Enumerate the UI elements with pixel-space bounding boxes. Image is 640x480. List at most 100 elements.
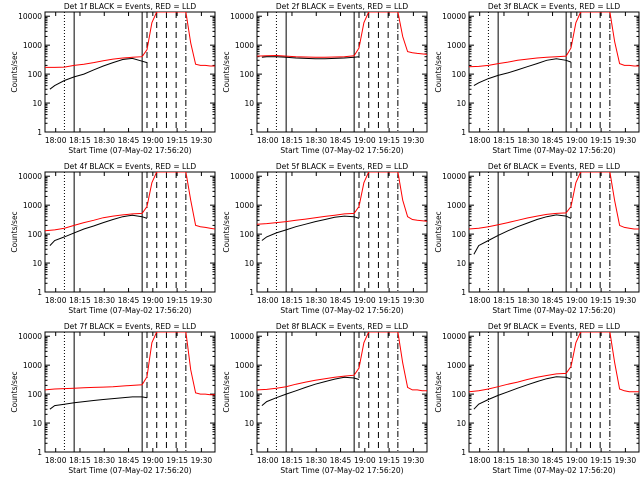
x-tick-label: 19:00 xyxy=(142,456,164,465)
y-tick-label: 1 xyxy=(249,128,254,137)
x-tick-label: 19:15 xyxy=(590,296,612,305)
panel-frame xyxy=(44,331,216,453)
y-axis-label: Counts/sec xyxy=(434,51,443,92)
x-tick-label: 18:15 xyxy=(281,296,303,305)
y-tick-label: 100 xyxy=(240,70,255,79)
x-tick-label: 19:30 xyxy=(403,456,425,465)
x-tick-label: 18:00 xyxy=(469,456,491,465)
x-tick-label: 19:00 xyxy=(142,296,164,305)
panel-frame xyxy=(44,171,216,293)
x-tick-label: 19:30 xyxy=(191,296,213,305)
panel-frame xyxy=(256,331,428,453)
x-tick-label: 18:00 xyxy=(257,296,279,305)
panel-title: Det 4f BLACK = Events, RED = LLD xyxy=(64,162,197,171)
x-tick-label: 18:00 xyxy=(469,296,491,305)
y-tick-label: 10 xyxy=(244,419,254,428)
x-tick-label: 19:00 xyxy=(142,136,164,145)
lld-series-line xyxy=(469,172,639,230)
x-tick-label: 18:30 xyxy=(93,136,115,145)
y-tick-label: 1000 xyxy=(235,201,254,210)
x-tick-label: 18:30 xyxy=(517,296,539,305)
x-tick-label: 18:15 xyxy=(493,296,515,305)
y-tick-label: 1000 xyxy=(23,41,42,50)
y-tick-label: 1 xyxy=(249,288,254,297)
y-tick-label: 10 xyxy=(32,259,42,268)
panel-title: Det 8f BLACK = Events, RED = LLD xyxy=(276,322,409,331)
y-axis-label: Counts/sec xyxy=(10,371,19,412)
x-tick-label: 19:00 xyxy=(566,456,588,465)
y-axis-label: Counts/sec xyxy=(222,211,231,252)
y-tick-label: 10 xyxy=(456,259,466,268)
events-series-line xyxy=(49,396,148,410)
lld-series-line xyxy=(45,332,215,396)
x-tick-label: 19:15 xyxy=(590,456,612,465)
x-axis-label: Start Time (07-May-02 17:56:20) xyxy=(280,466,403,475)
x-axis-label: Start Time (07-May-02 17:56:20) xyxy=(280,146,403,155)
y-axis-label: Counts/sec xyxy=(10,51,19,92)
y-tick-label: 10000 xyxy=(18,332,42,341)
x-tick-label: 18:45 xyxy=(542,296,564,305)
y-axis-label: Counts/sec xyxy=(222,371,231,412)
x-tick-label: 18:45 xyxy=(330,456,352,465)
x-tick-label: 18:45 xyxy=(118,456,140,465)
lld-series-line xyxy=(257,332,427,392)
x-tick-label: 18:00 xyxy=(469,136,491,145)
events-series-line xyxy=(49,57,148,90)
x-tick-label: 18:15 xyxy=(69,136,91,145)
panel-title: Det 7f BLACK = Events, RED = LLD xyxy=(64,322,197,331)
x-tick-label: 19:15 xyxy=(166,136,188,145)
y-tick-label: 10000 xyxy=(230,172,254,181)
panel-title: Det 3f BLACK = Events, RED = LLD xyxy=(488,2,621,11)
x-tick-label: 19:30 xyxy=(615,456,637,465)
x-axis-label: Start Time (07-May-02 17:56:20) xyxy=(68,306,191,315)
lld-series-line xyxy=(257,12,427,58)
y-tick-label: 100 xyxy=(28,70,43,79)
y-axis-label: Counts/sec xyxy=(222,51,231,92)
x-tick-label: 18:45 xyxy=(330,296,352,305)
y-axis-label: Counts/sec xyxy=(434,211,443,252)
x-tick-label: 19:15 xyxy=(378,136,400,145)
x-tick-label: 18:15 xyxy=(281,456,303,465)
lld-series-line xyxy=(469,332,639,393)
x-tick-label: 18:30 xyxy=(93,296,115,305)
y-tick-label: 10 xyxy=(32,419,42,428)
y-tick-label: 100 xyxy=(240,390,255,399)
y-tick-label: 10000 xyxy=(18,12,42,21)
lld-series-line xyxy=(45,12,215,68)
x-tick-label: 18:45 xyxy=(542,456,564,465)
x-tick-label: 18:15 xyxy=(69,296,91,305)
panel-frame xyxy=(256,11,428,133)
x-tick-label: 18:00 xyxy=(45,456,67,465)
x-tick-label: 19:30 xyxy=(191,456,213,465)
panel-title: Det 5f BLACK = Events, RED = LLD xyxy=(276,162,409,171)
x-tick-label: 19:00 xyxy=(566,136,588,145)
x-tick-label: 18:00 xyxy=(257,456,279,465)
x-axis-label: Start Time (07-May-02 17:56:20) xyxy=(68,466,191,475)
y-tick-label: 1 xyxy=(461,448,466,457)
x-tick-label: 18:30 xyxy=(305,136,327,145)
x-tick-label: 19:15 xyxy=(378,296,400,305)
x-tick-label: 19:00 xyxy=(354,296,376,305)
y-tick-label: 10 xyxy=(456,99,466,108)
y-tick-label: 10000 xyxy=(18,172,42,181)
y-axis-label: Counts/sec xyxy=(10,211,19,252)
y-tick-label: 10000 xyxy=(230,12,254,21)
x-tick-label: 19:00 xyxy=(566,296,588,305)
x-tick-label: 19:00 xyxy=(354,136,376,145)
x-tick-label: 19:15 xyxy=(378,456,400,465)
events-series-line xyxy=(49,214,148,246)
y-tick-label: 10 xyxy=(32,99,42,108)
x-tick-label: 18:15 xyxy=(69,456,91,465)
x-tick-label: 18:45 xyxy=(330,136,352,145)
x-tick-label: 19:00 xyxy=(354,456,376,465)
events-series-line xyxy=(473,376,572,410)
y-tick-label: 1 xyxy=(37,288,42,297)
x-axis-label: Start Time (07-May-02 17:56:20) xyxy=(492,146,615,155)
y-tick-label: 1000 xyxy=(23,201,42,210)
y-tick-label: 1000 xyxy=(447,201,466,210)
y-tick-label: 1000 xyxy=(235,361,254,370)
y-tick-label: 100 xyxy=(452,70,467,79)
y-tick-label: 100 xyxy=(28,230,43,239)
x-tick-label: 18:45 xyxy=(118,296,140,305)
